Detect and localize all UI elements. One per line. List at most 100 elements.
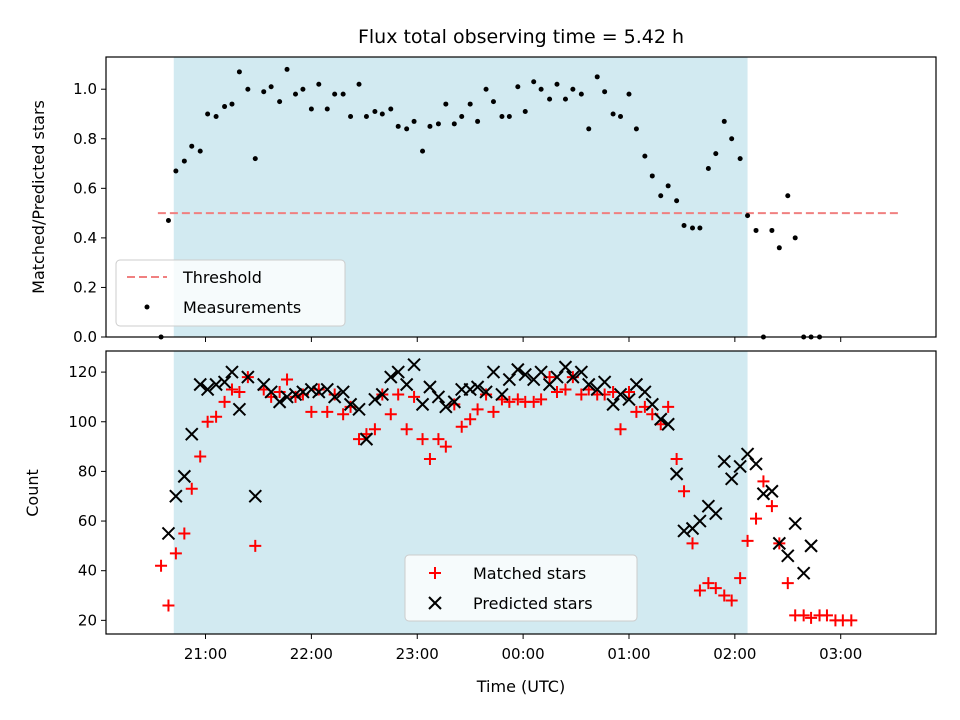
matched-star-point [797, 609, 810, 622]
measurement-point [562, 96, 568, 102]
matched-star-point [820, 609, 833, 622]
legend-measurements-label: Measurements [183, 298, 301, 317]
measurement-point [570, 86, 576, 92]
matched-star-point [328, 388, 341, 401]
predicted-star-point [756, 487, 771, 501]
matched-star-point [344, 400, 357, 413]
predicted-star-point [193, 377, 207, 392]
measurement-point [697, 225, 703, 231]
bottom-x-ticks: 21:00 22:00 23:00 00:00 01:00 02:00 03:00 [184, 634, 862, 663]
matched-star-point [455, 420, 468, 433]
measurement-point [490, 99, 496, 105]
measurement-point [245, 86, 251, 92]
predicted-star-point [717, 454, 731, 469]
measurement-point [451, 121, 457, 127]
predicted-star-point [248, 489, 262, 503]
measurement-point [356, 81, 362, 87]
predicted-star-point [558, 360, 573, 374]
measurement-point [785, 193, 791, 199]
measurement-point [308, 106, 314, 112]
predicted-star-point [391, 365, 405, 379]
predicted-star-point [765, 484, 779, 498]
measurement-point [483, 86, 489, 92]
predicted-star-point [169, 489, 183, 503]
predicted-star-point [447, 395, 462, 409]
predicted-star-point [502, 372, 517, 387]
predicted-star-point [772, 536, 787, 551]
measurement-point [721, 118, 727, 124]
measurement-point [388, 106, 394, 112]
bottom-ylabel: Count [23, 469, 42, 517]
matched-star-point [598, 388, 611, 401]
matched-star-point [353, 433, 366, 446]
predicted-star-point [264, 385, 278, 399]
predicted-star-point [209, 377, 223, 392]
bottom-xtick-label: 00:00 [502, 645, 545, 663]
predicted-star-point [534, 365, 548, 379]
measurement-point [165, 218, 171, 224]
matched-star-point [337, 408, 350, 421]
measurement-point [435, 121, 441, 127]
predicted-star-point [796, 566, 811, 580]
predicted-star-point [733, 459, 747, 474]
measurement-point [745, 213, 751, 219]
measurement-point [277, 99, 283, 105]
measurement-point [475, 118, 481, 124]
matched-star-point [702, 577, 715, 590]
measurement-point [506, 113, 512, 119]
chart-title: Flux total observing time = 5.42 h [358, 26, 684, 48]
bottom-legend: Matched stars Predicted stars [404, 554, 638, 622]
matched-star-point [178, 527, 191, 540]
measurement-point [729, 136, 735, 142]
predicted-star-point [749, 457, 763, 471]
measurement-point [769, 227, 775, 233]
measurement-point [737, 156, 743, 162]
legend-predicted-label: Predicted stars [473, 594, 593, 613]
matched-star-point [757, 475, 770, 488]
measurement-point [633, 126, 639, 132]
matched-stars-points [155, 371, 858, 627]
predicted-star-point [336, 385, 350, 399]
predicted-star-point [582, 377, 596, 392]
matched-star-point [559, 383, 572, 396]
predicted-star-point [638, 385, 652, 399]
measurement-point [547, 96, 553, 102]
matched-star-point [416, 433, 429, 446]
matched-star-point [765, 500, 778, 513]
matched-star-point [622, 385, 635, 398]
top-ytick-label: 0.8 [73, 130, 97, 148]
predicted-star-point [645, 397, 659, 412]
matched-star-point [289, 390, 302, 403]
measurement-point [586, 126, 592, 132]
measurement-point [213, 113, 219, 119]
matched-star-point [273, 385, 286, 398]
matched-star-point [169, 547, 182, 560]
measurement-point [531, 79, 537, 85]
matched-star-point [249, 539, 262, 552]
measurement-point [626, 91, 632, 97]
matched-star-point [281, 373, 294, 386]
predicted-star-point [368, 392, 382, 407]
top-ytick-label: 0.4 [73, 229, 97, 247]
bottom-ytick-label: 120 [68, 363, 97, 381]
measurement-point [252, 156, 258, 162]
measurement-point [792, 235, 798, 241]
bottom-ytick-label: 100 [68, 413, 97, 431]
matched-star-point [439, 440, 452, 453]
predicted-star-point [343, 397, 358, 412]
top-ytick-label: 1.0 [73, 80, 97, 98]
measurement-point [690, 225, 696, 231]
predicted-star-point [272, 395, 287, 409]
predicted-star-point [518, 367, 532, 382]
matched-star-point [709, 582, 722, 595]
measurement-point [173, 168, 179, 174]
predicted-star-point [495, 387, 509, 402]
predicted-star-point [622, 392, 636, 407]
predicted-star-point [606, 397, 620, 412]
matched-star-point [678, 485, 691, 498]
matched-star-point [781, 577, 794, 590]
matched-star-point [312, 383, 325, 396]
predicted-star-point [709, 506, 723, 521]
measurement-point [594, 74, 600, 80]
measurement-point [324, 106, 330, 112]
